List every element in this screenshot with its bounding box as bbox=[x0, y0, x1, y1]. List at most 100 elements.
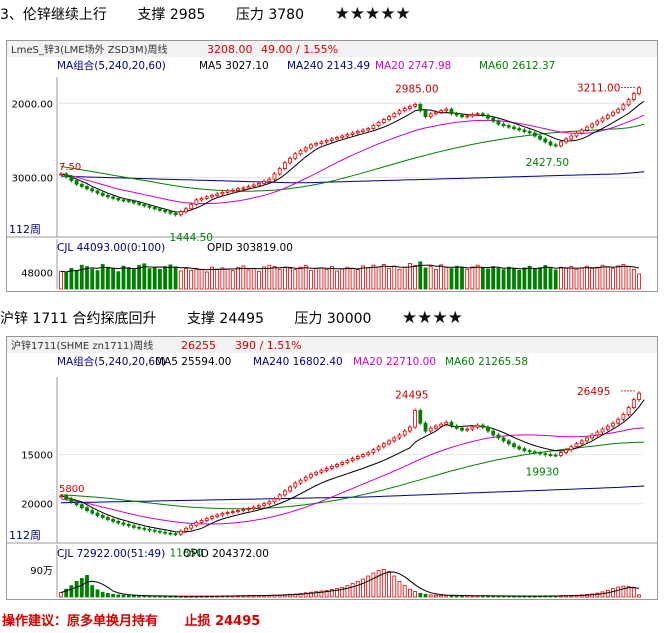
lme-volume-bar bbox=[85, 266, 89, 290]
shfe-zinc-chart-panel: 沪锌1711(SHME zn1711)周线 26255 390 / 1.51% MA组… bbox=[6, 336, 658, 600]
shfe-candle-body bbox=[230, 511, 235, 514]
lme-candle-body bbox=[366, 128, 371, 131]
lme-volume-bar bbox=[121, 265, 126, 290]
shfe-volume-bar bbox=[132, 595, 136, 598]
lme-high-label: 2985.00 bbox=[395, 83, 438, 95]
shfe-volume-bar bbox=[355, 580, 360, 598]
shfe-candle-body bbox=[293, 482, 298, 488]
lme-candle-body bbox=[178, 211, 183, 216]
shfe-candle-body bbox=[282, 490, 287, 496]
lme-candle-body bbox=[204, 196, 209, 199]
lme-candle-body bbox=[288, 157, 293, 164]
shfe-volume-bar bbox=[350, 583, 355, 598]
shfe-candle-body bbox=[605, 425, 610, 430]
lme-candle-body bbox=[303, 147, 308, 152]
shfe-candle-body bbox=[314, 471, 319, 475]
lme-volume-bar bbox=[433, 268, 438, 290]
shfe-volume-bar bbox=[116, 594, 121, 598]
shfe-volume-bar bbox=[616, 586, 621, 598]
lme-volume-bar bbox=[74, 269, 79, 290]
lme-volume-bar bbox=[329, 266, 334, 290]
shfe-volume-bar bbox=[621, 585, 626, 598]
shfe-last-price: 26255 bbox=[181, 339, 216, 352]
lme-volume-bar bbox=[303, 265, 308, 290]
shfe-candle-body bbox=[579, 440, 584, 445]
lme-left-label: 7.50 bbox=[59, 162, 81, 173]
shfe-candle-body bbox=[262, 503, 267, 507]
shfe-candle-body bbox=[423, 422, 428, 432]
lme-volume-bar bbox=[496, 267, 501, 290]
lme-volume-bar bbox=[194, 267, 199, 290]
shfe-candle-body bbox=[308, 473, 313, 478]
lme-volume-bar bbox=[267, 264, 272, 290]
lme-ma5-line bbox=[60, 100, 645, 213]
lme-volume-bar bbox=[90, 268, 95, 290]
lme-volume-bar bbox=[449, 268, 454, 290]
lme-volume-bar bbox=[157, 268, 162, 290]
lme-volume-bar bbox=[486, 268, 490, 290]
shfe-candle-body bbox=[611, 422, 615, 427]
shfe-ma240-label: MA240 16802.40 bbox=[253, 356, 343, 368]
shfe-candle-body bbox=[163, 531, 168, 534]
lme-ma20-label: MA20 2747.98 bbox=[375, 60, 451, 72]
lme-ma240-label: MA240 2143.49 bbox=[287, 60, 370, 72]
shfe-volume-bar bbox=[439, 594, 444, 598]
shfe-candle-body bbox=[277, 494, 282, 500]
lme-candle-body bbox=[428, 113, 433, 118]
shfe-volume-bar bbox=[397, 580, 402, 598]
lme-candle-body bbox=[121, 199, 126, 202]
shfe-candle-body bbox=[215, 514, 220, 517]
lme-candle-body bbox=[569, 135, 574, 140]
lme-volume-bar bbox=[137, 265, 142, 290]
shfe-volume-bar bbox=[126, 595, 131, 598]
lme-volume-bar bbox=[465, 268, 470, 290]
lme-volume-bar bbox=[616, 265, 621, 290]
lme-candle-body bbox=[454, 113, 459, 116]
lme-candle-body bbox=[486, 114, 490, 119]
shfe-volume-bar bbox=[85, 574, 89, 598]
shfe-volume-bar bbox=[605, 589, 610, 598]
lme-candle-body bbox=[267, 178, 272, 182]
shfe-candle-body bbox=[225, 512, 230, 515]
shfe-candle-body bbox=[387, 440, 392, 445]
lme-volume-bar bbox=[288, 267, 293, 290]
shfe-candle-body bbox=[298, 479, 303, 484]
lme-candle-body bbox=[100, 192, 105, 196]
shfe-volume-bar bbox=[611, 588, 615, 598]
lme-ma240-line bbox=[60, 171, 645, 184]
lme-volume-bar bbox=[230, 270, 235, 290]
lme-volume-bar bbox=[402, 266, 407, 290]
shfe-candle-body bbox=[199, 519, 204, 523]
lme-ma5-label: MA5 3027.10 bbox=[199, 60, 269, 72]
shfe-ma-group-label: MA组合(5,240,20,60) bbox=[57, 355, 166, 368]
shfe-candle-body bbox=[350, 458, 355, 461]
lme-candle-body bbox=[345, 134, 350, 137]
lme-candle-body bbox=[95, 190, 100, 194]
lme-volume-bar bbox=[631, 268, 636, 290]
shfe-candle-body bbox=[392, 437, 397, 442]
lme-candle-body bbox=[132, 200, 136, 204]
lme-candle-body bbox=[173, 212, 178, 216]
lme-candle-body bbox=[475, 113, 480, 116]
lme-candle-body bbox=[407, 105, 412, 109]
shfe-candle-body bbox=[407, 426, 412, 432]
lme-volume-bar bbox=[621, 264, 626, 290]
lme-volume-bar bbox=[480, 267, 485, 290]
lme-volume-bar bbox=[340, 268, 345, 290]
lme-candle-body bbox=[152, 206, 157, 210]
lme-volume-bar bbox=[626, 266, 631, 290]
lme-volume-bar bbox=[184, 268, 188, 290]
lme-volume-bar bbox=[553, 269, 558, 290]
shfe-volume-bar bbox=[137, 595, 142, 598]
lme-candle-body bbox=[387, 116, 392, 121]
lme-candle-body bbox=[142, 203, 147, 207]
lme-candle-body bbox=[418, 104, 423, 112]
lme-ma-group-label: MA组合(5,240,20,60) bbox=[57, 59, 166, 72]
shfe-volume-bar bbox=[121, 594, 126, 598]
lme-zinc-header: 3、伦锌继续上行 支撑 2985 压力 3780 ★★★★★ bbox=[0, 4, 437, 24]
trading-advice: 操作建议：原多单换月持有 止损 24495 bbox=[2, 610, 282, 629]
shfe-candle-body bbox=[272, 498, 277, 503]
shfe-zinc-rating-stars: ★★★★ bbox=[401, 308, 463, 328]
shfe-candle-body bbox=[444, 421, 449, 425]
shfe-candle-body bbox=[439, 423, 444, 427]
